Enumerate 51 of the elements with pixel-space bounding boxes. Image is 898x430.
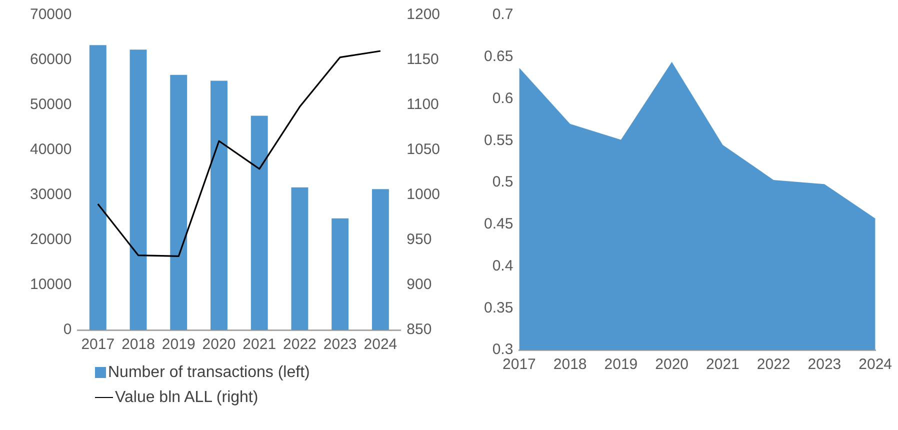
x-tick-label: 2017 [81, 336, 115, 354]
bar [89, 45, 106, 330]
bar [170, 74, 188, 330]
x-tick-label: 2019 [604, 356, 638, 374]
y-tick-label: 30000 [30, 186, 72, 204]
x-tick-label: 2024 [858, 356, 892, 374]
y2-tick-label: 950 [406, 231, 432, 248]
y-tick-label: 0.4 [492, 257, 514, 274]
y-tick-label: 0.45 [484, 216, 514, 233]
legend-label: Value bln ALL (right) [115, 388, 258, 406]
y-tick-label: 0.3 [492, 341, 514, 358]
bar [372, 189, 389, 330]
y2-tick-label: 900 [406, 276, 432, 294]
x-tick-label: 2018 [122, 336, 155, 354]
y2-tick-label: 1200 [406, 6, 440, 24]
y2-tick-label: 850 [406, 321, 432, 338]
y2-tick-label: 1150 [406, 51, 439, 68]
bar [332, 218, 349, 330]
y-tick-label: 0.7 [492, 6, 514, 24]
y-tick-label: 0.65 [484, 48, 514, 66]
y-tick-label: 70000 [30, 6, 72, 24]
x-tick-label: 2023 [323, 336, 357, 354]
y-tick-label: 0.6 [492, 90, 514, 107]
x-tick-label: 2021 [706, 356, 740, 374]
y-tick-label: 10000 [30, 276, 72, 294]
x-tick-label: 2024 [364, 336, 398, 354]
y2-tick-label: 1000 [406, 186, 440, 204]
y-tick-label: 0.55 [484, 132, 514, 149]
y-tick-label: 50000 [30, 96, 72, 114]
x-tick-label: 2018 [553, 356, 587, 374]
x-tick-label: 2017 [502, 356, 536, 374]
x-tick-label: 2023 [808, 356, 842, 374]
legend-label: Number of transactions (left) [108, 364, 310, 382]
y2-tick-label: 1050 [406, 141, 440, 158]
bar [130, 50, 147, 330]
x-tick-label: 2019 [162, 336, 196, 354]
x-tick-label: 2022 [283, 336, 316, 354]
y-tick-label: 0.5 [492, 174, 514, 191]
y2-tick-label: 1100 [406, 96, 439, 114]
y-tick-label: 60000 [30, 51, 72, 68]
y-tick-label: 0 [63, 321, 72, 338]
y-tick-label: 0.35 [484, 299, 514, 316]
y-tick-label: 20000 [30, 231, 72, 248]
x-tick-label: 2020 [202, 336, 236, 354]
y-tick-label: 40000 [30, 141, 72, 158]
x-tick-label: 2022 [756, 356, 790, 374]
bar [291, 187, 308, 330]
x-tick-label: 2021 [242, 336, 276, 354]
bar [250, 116, 268, 330]
bar [210, 80, 228, 330]
x-tick-label: 2020 [655, 356, 689, 374]
